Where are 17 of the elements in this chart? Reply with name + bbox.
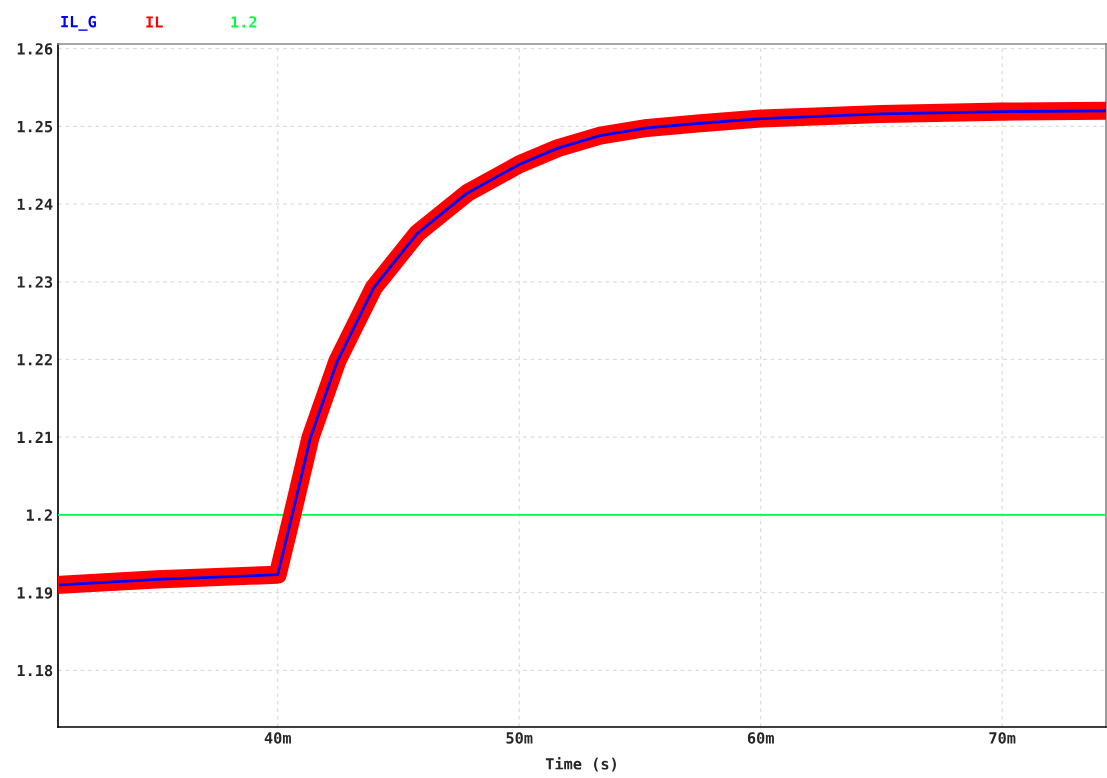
text: 1.2 bbox=[231, 16, 257, 28]
x-tick-label: 70m bbox=[989, 732, 1016, 744]
y-tick-label: 1.25 bbox=[17, 120, 53, 133]
x-tick-label: 50m bbox=[506, 732, 533, 744]
y-tick-label: 1.19 bbox=[17, 587, 53, 599]
y-tick-label: 1.2 bbox=[26, 509, 52, 521]
text: IL_G bbox=[61, 15, 97, 31]
text: IL bbox=[146, 16, 163, 28]
y-tick-label: 1.22 bbox=[17, 353, 52, 366]
x-tick-label: 60m bbox=[747, 732, 774, 744]
y-tick-label: 1.21 bbox=[17, 431, 53, 443]
y-tick-label: 1.23 bbox=[17, 276, 53, 288]
y-tick-label: 1.18 bbox=[17, 664, 53, 677]
x-tick-label: 40m bbox=[264, 732, 291, 744]
y-tick-label: 1.26 bbox=[17, 43, 53, 55]
y-tick-label: 1.24 bbox=[17, 198, 53, 210]
x-axis-title: Time (s) bbox=[545, 756, 616, 772]
